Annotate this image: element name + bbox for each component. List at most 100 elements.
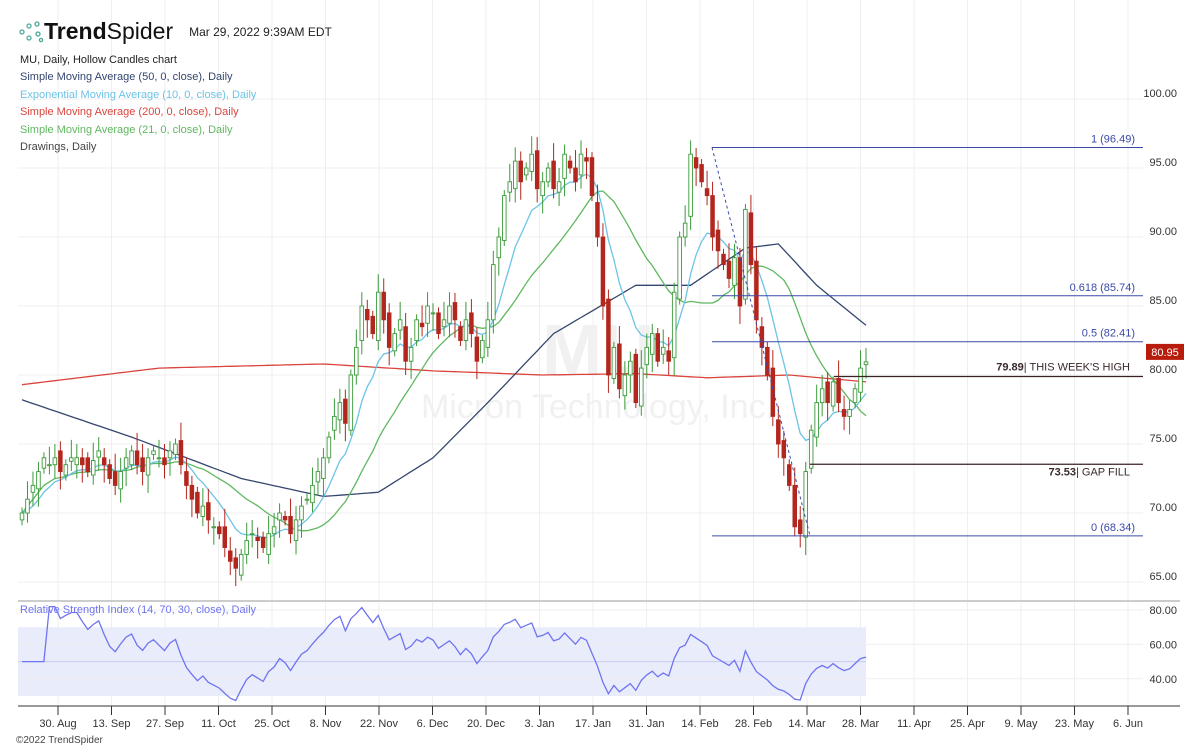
rsi-title[interactable]: Relative Strength Index (14, 70, 30, clo… bbox=[20, 604, 257, 616]
timestamp: Mar 29, 2022 9:39AM EDT bbox=[189, 24, 332, 39]
candle bbox=[655, 328, 660, 367]
candle-body bbox=[743, 208, 748, 300]
candle bbox=[299, 496, 304, 538]
candle bbox=[167, 441, 173, 476]
candle bbox=[156, 439, 162, 468]
candle bbox=[123, 448, 129, 487]
candle-body bbox=[858, 367, 863, 393]
candle bbox=[847, 399, 852, 435]
legend-sma21[interactable]: Simple Moving Average (21, 0, close), Da… bbox=[20, 123, 233, 136]
candle bbox=[507, 163, 513, 202]
candle-body bbox=[836, 378, 841, 404]
candle-body bbox=[365, 309, 370, 321]
candle bbox=[841, 395, 847, 431]
candle bbox=[140, 444, 145, 486]
candle bbox=[419, 305, 425, 337]
candle bbox=[184, 457, 189, 500]
candle bbox=[721, 248, 726, 271]
rsi-tick-label: 80.00 bbox=[1149, 605, 1177, 617]
candle bbox=[19, 507, 25, 526]
candle bbox=[206, 488, 211, 534]
x-tick-label: 23. May bbox=[1055, 718, 1095, 730]
candle bbox=[562, 144, 567, 197]
candle-body bbox=[485, 319, 491, 348]
candle bbox=[523, 162, 529, 181]
candle bbox=[129, 445, 134, 471]
candle-body bbox=[682, 222, 688, 238]
candle bbox=[47, 446, 52, 475]
candle bbox=[195, 486, 200, 519]
candle bbox=[797, 506, 803, 548]
fib-level-label: 0 (68.34) bbox=[1091, 522, 1135, 534]
annotation-value: 73.53 bbox=[1048, 466, 1076, 478]
candle bbox=[425, 292, 430, 338]
candle-body bbox=[419, 322, 425, 328]
rsi-tick-label: 60.00 bbox=[1149, 639, 1177, 651]
candle-body bbox=[754, 260, 759, 321]
candle bbox=[145, 448, 151, 493]
candle-body bbox=[748, 212, 754, 266]
candle bbox=[63, 459, 69, 481]
x-tick-label: 17. Jan bbox=[575, 718, 611, 730]
candle bbox=[759, 317, 765, 366]
x-tick-label: 27. Sep bbox=[146, 718, 184, 730]
candle bbox=[211, 517, 217, 545]
candle-body bbox=[304, 498, 310, 501]
candle-body bbox=[282, 516, 288, 521]
candle bbox=[348, 369, 354, 436]
candle-body bbox=[90, 460, 96, 476]
candle-body bbox=[58, 450, 63, 473]
candle bbox=[732, 243, 737, 300]
candle bbox=[310, 467, 315, 513]
annotation-label: 73.53| GAP FILL bbox=[1048, 466, 1130, 478]
candle-body bbox=[359, 305, 365, 341]
candle-body bbox=[507, 181, 513, 193]
candle-body bbox=[266, 533, 271, 555]
candle-body bbox=[677, 236, 682, 300]
legend-ema10[interactable]: Exponential Moving Average (10, 0, close… bbox=[20, 88, 257, 101]
candle bbox=[622, 361, 628, 410]
candle-body bbox=[74, 457, 80, 466]
candle-body bbox=[222, 526, 228, 548]
legend-sma50[interactable]: Simple Moving Average (50, 0, close), Da… bbox=[20, 71, 233, 84]
legend-drawings[interactable]: Drawings, Daily bbox=[20, 141, 97, 154]
candle bbox=[436, 307, 441, 340]
x-tick-label: 30. Aug bbox=[39, 718, 76, 730]
x-tick-label: 9. May bbox=[1004, 718, 1038, 730]
candle bbox=[178, 422, 184, 475]
candle bbox=[151, 445, 156, 460]
candle-body bbox=[63, 464, 69, 476]
candle-body bbox=[776, 419, 781, 445]
candle bbox=[852, 383, 858, 409]
candle bbox=[765, 341, 770, 381]
candle bbox=[556, 168, 562, 206]
candle-body bbox=[299, 505, 304, 521]
candle bbox=[693, 147, 699, 186]
candle bbox=[699, 159, 704, 188]
candle bbox=[666, 337, 671, 375]
candle-body bbox=[841, 409, 847, 417]
candle-body bbox=[595, 202, 600, 238]
candle bbox=[282, 510, 288, 526]
candle-body bbox=[129, 450, 134, 466]
candle-body bbox=[480, 340, 485, 359]
candle-body bbox=[655, 333, 660, 362]
candle-body bbox=[41, 457, 47, 469]
candle-body bbox=[666, 350, 671, 362]
candle-body bbox=[847, 409, 852, 417]
candle bbox=[743, 203, 748, 305]
candle bbox=[332, 398, 337, 440]
candle-body bbox=[551, 160, 556, 190]
candle bbox=[688, 140, 693, 231]
watermark-name: Micron Technology, Inc. bbox=[421, 388, 775, 426]
sma200-line bbox=[21, 363, 867, 386]
candle-body bbox=[118, 471, 123, 490]
legend-sma200[interactable]: Simple Moving Average (200, 0, close), D… bbox=[20, 106, 239, 119]
candle-body bbox=[633, 353, 639, 404]
annotation-label: 79.89| THIS WEEK'S HIGH bbox=[996, 362, 1130, 374]
candle bbox=[69, 439, 74, 471]
candle bbox=[578, 140, 584, 189]
candle bbox=[321, 448, 326, 497]
candle-body bbox=[606, 298, 611, 376]
